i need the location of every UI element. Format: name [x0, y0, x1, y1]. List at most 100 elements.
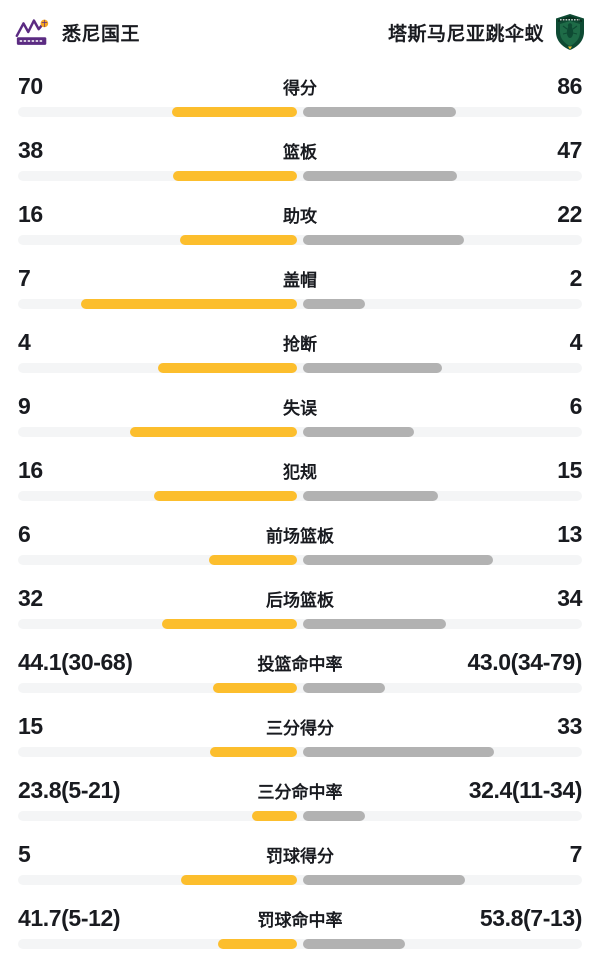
home-stat-bar	[181, 875, 297, 885]
stat-label: 三分得分	[266, 719, 334, 738]
stat-bar-track	[18, 299, 582, 309]
stat-row: 16 犯规 15	[0, 442, 600, 506]
away-value: 7	[569, 841, 583, 867]
home-stat-bar	[130, 427, 297, 437]
stat-bar-track	[18, 683, 582, 693]
stat-bar-track	[18, 363, 582, 373]
away-value: 32.4(11-34)	[468, 777, 583, 803]
stat-row: 44.1(30-68) 投篮命中率 43.0(34-79)	[0, 634, 600, 698]
stat-bar-track	[18, 875, 582, 885]
home-value: 38	[18, 137, 43, 163]
stat-label: 助攻	[283, 207, 317, 226]
stat-row: 38 篮板 47	[0, 122, 600, 186]
stat-bar-track	[18, 491, 582, 501]
stat-label: 罚球得分	[266, 847, 334, 866]
away-value: 2	[569, 265, 583, 291]
stat-row: 6 前场篮板 13	[0, 506, 600, 570]
stat-row: 7 盖帽 2	[0, 250, 600, 314]
stat-row: 4 抢断 4	[0, 314, 600, 378]
away-value: 43.0(34-79)	[467, 649, 582, 675]
home-value: 15	[18, 713, 43, 739]
home-value: 70	[18, 73, 43, 99]
home-value: 23.8(5-21)	[18, 777, 121, 803]
stat-bar-track	[18, 107, 582, 117]
home-value: 7	[18, 265, 31, 291]
stat-label: 后场篮板	[266, 591, 334, 610]
home-value: 9	[18, 393, 31, 419]
stat-bar-track	[18, 811, 582, 821]
home-stat-bar	[162, 619, 297, 629]
home-value: 5	[18, 841, 31, 867]
home-stat-bar	[153, 491, 297, 501]
home-team[interactable]: 悉尼国王	[14, 16, 140, 48]
home-stat-bar	[213, 683, 297, 693]
away-value: 6	[569, 393, 583, 419]
home-stat-bar	[251, 811, 297, 821]
away-value: 22	[557, 201, 582, 227]
jackjumpers-logo	[556, 14, 584, 50]
away-value: 13	[557, 521, 582, 547]
away-stat-bar	[303, 235, 464, 245]
home-stat-bar	[80, 299, 297, 309]
home-stat-bar	[179, 235, 297, 245]
home-value: 16	[18, 457, 43, 483]
stat-label: 犯规	[283, 463, 317, 482]
stat-row: 15 三分得分 33	[0, 698, 600, 762]
stat-row: 5 罚球得分 7	[0, 826, 600, 890]
away-stat-bar	[303, 171, 457, 181]
away-stat-bar	[303, 875, 466, 885]
stat-label: 得分	[283, 79, 317, 98]
stat-label: 篮板	[283, 143, 317, 162]
away-stat-bar	[303, 619, 447, 629]
away-value: 15	[557, 457, 582, 483]
stat-row: 9 失误 6	[0, 378, 600, 442]
away-value: 86	[557, 73, 582, 99]
away-value: 33	[557, 713, 582, 739]
home-value: 41.7(5-12)	[18, 905, 121, 931]
stat-bar-track	[18, 555, 582, 565]
home-stat-bar	[217, 939, 297, 949]
home-value: 6	[18, 521, 31, 547]
away-team[interactable]: 塔斯马尼亚跳伞蚁	[388, 13, 586, 51]
stat-row: 32 后场篮板 34	[0, 570, 600, 634]
stat-bar-track	[18, 747, 582, 757]
match-header: 悉尼国王 塔斯马尼亚跳伞蚁	[0, 0, 600, 56]
away-stat-bar	[303, 683, 385, 693]
away-stat-bar	[303, 363, 442, 373]
stat-bar-track	[18, 171, 582, 181]
home-team-name: 悉尼国王	[62, 23, 141, 45]
stat-bar-track	[18, 427, 582, 437]
home-stat-bar	[209, 555, 297, 565]
away-value: 47	[557, 137, 582, 163]
stat-row: 41.7(5-12) 罚球命中率 53.8(7-13)	[0, 890, 600, 954]
away-value: 34	[557, 585, 582, 611]
away-value: 53.8(7-13)	[479, 905, 583, 931]
home-stat-bar	[210, 747, 297, 757]
away-stat-bar	[303, 811, 365, 821]
away-stat-bar	[303, 555, 494, 565]
home-value: 44.1(30-68)	[18, 649, 133, 675]
stat-label: 三分命中率	[257, 783, 343, 802]
away-stat-bar	[303, 939, 406, 949]
away-stat-bar	[303, 299, 365, 309]
away-team-name: 塔斯马尼亚跳伞蚁	[387, 23, 544, 45]
stat-label: 前场篮板	[266, 527, 334, 546]
away-stat-bar	[303, 427, 415, 437]
stat-label: 罚球命中率	[257, 911, 343, 930]
home-stat-bar	[172, 171, 297, 181]
stat-label: 失误	[283, 399, 317, 418]
away-stat-bar	[303, 107, 457, 117]
stat-row: 23.8(5-21) 三分命中率 32.4(11-34)	[0, 762, 600, 826]
stat-bar-track	[18, 619, 582, 629]
stat-label: 投篮命中率	[257, 655, 343, 674]
home-value: 32	[18, 585, 43, 611]
stats-list: 70 得分 86 38 篮板 47 16 助攻 22	[0, 56, 600, 954]
away-stat-bar	[303, 491, 438, 501]
away-stat-bar	[303, 747, 495, 757]
home-stat-bar	[158, 363, 297, 373]
stat-row: 70 得分 86	[0, 58, 600, 122]
sydney-kings-logo	[15, 19, 49, 45]
home-stat-bar	[172, 107, 297, 117]
stat-label: 盖帽	[283, 271, 317, 290]
stat-bar-track	[18, 939, 582, 949]
